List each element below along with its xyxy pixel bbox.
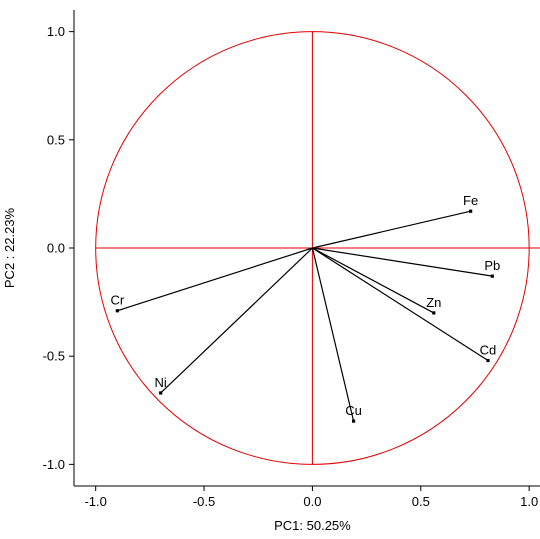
vector-point — [159, 391, 163, 395]
vectors-layer: Fe Pb Zn Cd Cu Ni Cr — [110, 193, 500, 423]
vector-cd: Cd — [312, 247, 497, 363]
vector-label: Zn — [426, 295, 441, 310]
vector-zn: Zn — [312, 247, 441, 315]
y-axis-ticks: -1.0 -0.5 0.0 0.5 1.0 — [43, 24, 74, 472]
vector-line — [312, 210, 471, 249]
x-axis-title: PC1: 50.25% — [274, 518, 351, 533]
vector-line — [160, 247, 313, 394]
y-tick-label: -0.5 — [43, 349, 65, 364]
vector-fe: Fe — [312, 193, 478, 249]
vector-line — [311, 247, 355, 422]
vector-ni: Ni — [155, 247, 313, 395]
y-tick-label: 0.0 — [47, 241, 65, 256]
vector-point — [469, 209, 473, 213]
vector-point — [432, 311, 436, 315]
vector-point — [486, 358, 490, 363]
vector-label: Cd — [480, 343, 497, 358]
reference-lines — [95, 31, 540, 465]
x-tick-label: -1.0 — [84, 494, 106, 509]
y-tick-label: 0.5 — [47, 132, 65, 147]
vector-point — [352, 419, 356, 423]
vector-label: Pb — [484, 258, 500, 273]
y-tick-label: 1.0 — [47, 24, 65, 39]
x-tick-label: 0.5 — [412, 494, 430, 509]
vector-cu: Cu — [311, 247, 362, 423]
vector-label: Cu — [345, 403, 362, 418]
vector-label: Fe — [463, 193, 478, 208]
vector-cr: Cr — [110, 247, 313, 313]
vector-line — [117, 247, 313, 312]
y-tick-label: -1.0 — [43, 457, 65, 472]
vector-line — [312, 247, 493, 277]
vector-label: Ni — [155, 375, 167, 390]
vector-point — [490, 274, 494, 278]
vector-label: Cr — [110, 293, 124, 308]
x-axis-ticks: -1.0 -0.5 0.0 0.5 1.0 — [84, 486, 538, 509]
x-tick-label: 1.0 — [520, 494, 538, 509]
vector-pb: Pb — [312, 247, 500, 278]
x-tick-label: 0.0 — [303, 494, 321, 509]
vector-line — [312, 247, 489, 362]
vector-line — [312, 247, 435, 314]
x-tick-label: -0.5 — [193, 494, 215, 509]
vector-point — [115, 309, 119, 313]
y-axis-title: PC2 : 22.23% — [2, 207, 17, 288]
